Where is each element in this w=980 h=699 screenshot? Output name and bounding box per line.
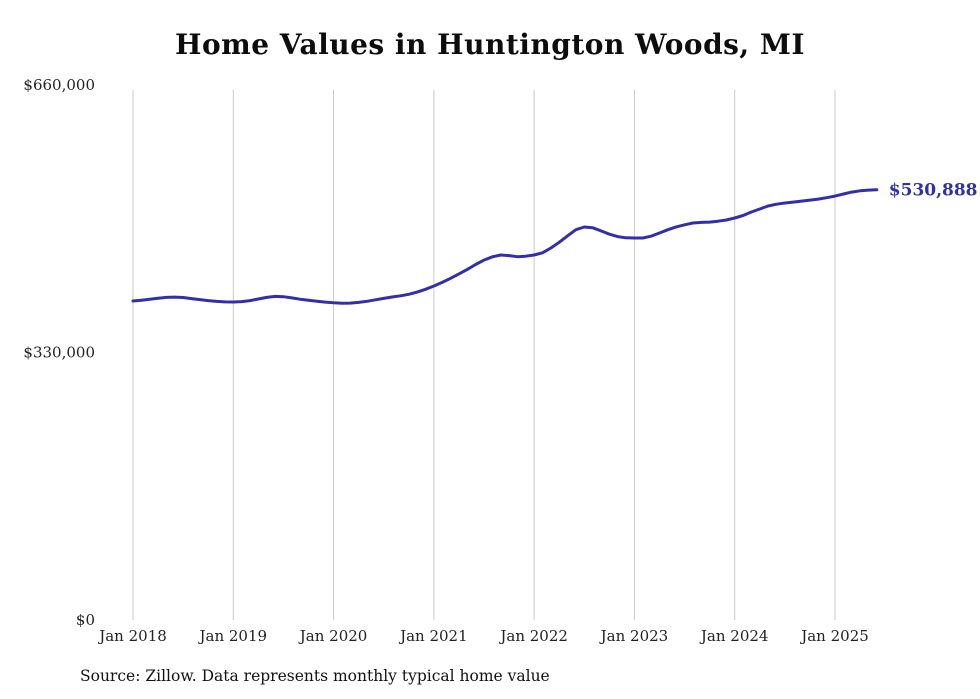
y-axis-label: $660,000 [23, 76, 95, 94]
x-axis-label: Jan 2020 [298, 627, 368, 645]
x-axis-label: Jan 2022 [498, 627, 568, 645]
x-axis-label: Jan 2019 [198, 627, 268, 645]
x-axis-label: Jan 2025 [799, 627, 869, 645]
x-axis-label: Jan 2024 [699, 627, 769, 645]
y-axis-label: $0 [76, 611, 95, 629]
x-axis-label: Jan 2023 [599, 627, 669, 645]
chart-title: Home Values in Huntington Woods, MI [174, 28, 805, 61]
x-axis-label: Jan 2021 [398, 627, 468, 645]
source-note: Source: Zillow. Data represents monthly … [80, 667, 550, 685]
x-axis-label: Jan 2018 [97, 627, 167, 645]
latest-value-label: $530,888 [889, 181, 978, 201]
home-value-line [131, 188, 879, 305]
y-axis-label: $330,000 [23, 344, 95, 362]
